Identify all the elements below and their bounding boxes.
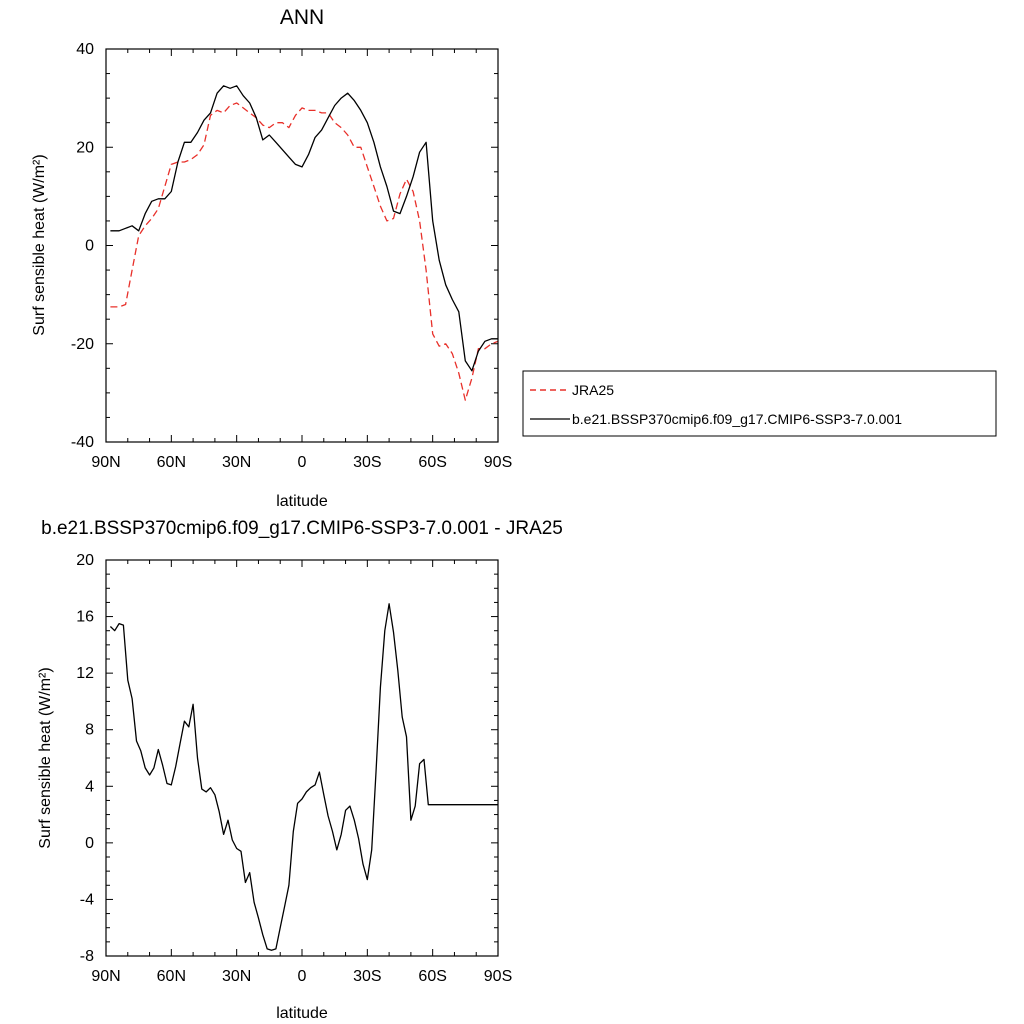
y-tick-label-bottom: 4 xyxy=(85,778,94,795)
y-tick-label-bottom: 16 xyxy=(76,609,94,626)
legend-label-jra25: JRA25 xyxy=(572,382,614,398)
y-tick-label-top: 20 xyxy=(76,139,94,156)
chart-title-top: ANN xyxy=(280,6,324,29)
y-tick-label-bottom: -4 xyxy=(80,891,94,908)
y-tick-label-bottom: 12 xyxy=(76,665,94,682)
x-tick-label-bottom: 30N xyxy=(222,968,251,985)
x-tick-label-top: 90S xyxy=(484,454,512,471)
series-lines-bottom xyxy=(109,603,498,951)
x-tick-label-top: 60S xyxy=(418,454,446,471)
x-axis-label-top: latitude xyxy=(276,493,328,510)
x-tick-label-bottom: 90N xyxy=(91,968,120,985)
tick-marks-bottom: 90N 60N 30N 0 30S 60S 90S -8 -4 0 4 8 12 16 20 xyxy=(76,552,512,985)
x-tick-label-top: 90N xyxy=(91,454,120,471)
x-tick-label-bottom: 30S xyxy=(353,968,381,985)
chart-title-bottom: b.e21.BSSP370cmip6.f09_g17.CMIP6-SSP3-7.… xyxy=(41,518,563,539)
y-tick-label-bottom: 20 xyxy=(76,552,94,569)
x-tick-label-top: 60N xyxy=(157,454,186,471)
tick-marks-top: 90N 60N 30N 0 30S 60S 90S -40 -20 0 20 40 xyxy=(71,41,512,471)
y-tick-label-bottom: 0 xyxy=(85,835,94,852)
legend-box xyxy=(522,370,997,437)
x-tick-label-bottom: 0 xyxy=(298,968,307,985)
plot-frame-bottom xyxy=(105,559,499,957)
series-line-difference xyxy=(109,603,498,951)
y-axis-label-bottom: Surf sensible heat (W/m²) xyxy=(37,667,54,848)
panel-top-annual: ANN Surf sensible heat (W/m²) latitude 9… xyxy=(31,6,512,510)
y-axis-label-top: Surf sensible heat (W/m²) xyxy=(31,154,48,335)
x-tick-label-bottom: 90S xyxy=(484,968,512,985)
x-tick-label-top: 30S xyxy=(353,454,381,471)
x-tick-label-bottom: 60S xyxy=(418,968,446,985)
panel-bottom-difference: b.e21.BSSP370cmip6.f09_g17.CMIP6-SSP3-7.… xyxy=(37,518,563,1022)
y-tick-label-top: 0 xyxy=(85,238,94,255)
series-line-model xyxy=(110,85,498,372)
plot-frame-top xyxy=(105,48,499,443)
y-tick-label-top: 40 xyxy=(76,41,94,58)
y-tick-label-top: -20 xyxy=(71,336,94,353)
y-tick-label-top: -40 xyxy=(71,434,94,451)
series-line-jra25 xyxy=(110,102,499,401)
legend-label-model: b.e21.BSSP370cmip6.f09_g17.CMIP6-SSP3-7.… xyxy=(572,411,902,427)
y-tick-label-bottom: -8 xyxy=(80,948,94,965)
y-tick-label-bottom: 8 xyxy=(85,722,94,739)
x-tick-label-bottom: 60N xyxy=(157,968,186,985)
x-tick-label-top: 0 xyxy=(298,454,307,471)
series-lines-top xyxy=(110,85,499,401)
x-tick-label-top: 30N xyxy=(222,454,251,471)
x-axis-label-bottom: latitude xyxy=(276,1005,328,1022)
legend: JRA25 b.e21.BSSP370cmip6.f09_g17.CMIP6-S… xyxy=(522,370,997,437)
